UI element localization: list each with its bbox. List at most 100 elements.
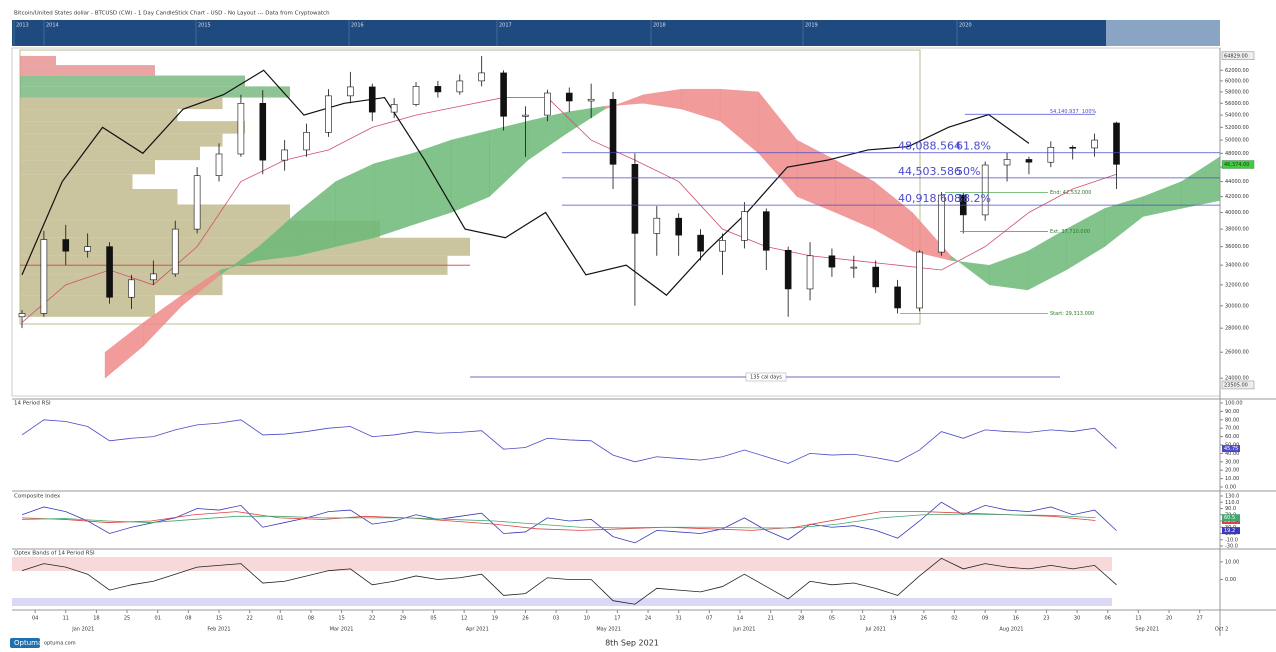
x-day-label: 05 [829, 616, 835, 622]
x-day-label: 03 [553, 616, 559, 622]
y-tick-label: -10.0 [1225, 537, 1238, 543]
last-value-label: 45.75 [1224, 446, 1238, 452]
x-month-label: Mar 2021 [330, 627, 354, 633]
x-day-label: 15 [216, 616, 222, 622]
candle-body [456, 80, 464, 93]
volume-bar [20, 109, 178, 122]
fib-level: 100% [1082, 109, 1097, 115]
optex-lower-band [12, 598, 1112, 606]
volume-bar [20, 204, 290, 221]
x-day-label: 14 [737, 616, 743, 622]
optex-upper-band [12, 557, 1112, 571]
y-tick-label: 70.00 [1225, 426, 1239, 432]
candle-body [325, 95, 332, 133]
y-tick-label: 32000.00 [1225, 282, 1249, 288]
y-tick-label: 80.00 [1225, 417, 1239, 423]
navigator[interactable] [12, 20, 1220, 46]
candle-body [40, 239, 48, 314]
kijun-line [21, 97, 1117, 323]
candle-body [850, 266, 858, 269]
candle-body [1003, 159, 1011, 166]
x-day-label: 10 [584, 616, 590, 622]
price-mark-box [1221, 380, 1255, 390]
y-tick-label: 42000.00 [1225, 194, 1249, 200]
last-value-box [1222, 445, 1240, 453]
candle-body [18, 313, 26, 318]
y-tick-label: 36000.00 [1225, 244, 1249, 250]
projection-label: End: 42,532.000 [1050, 190, 1091, 196]
candle-body [368, 86, 376, 113]
x-month-label: Apr 2021 [466, 627, 489, 633]
x-day-label: 21 [767, 616, 773, 622]
indicator-line [21, 557, 1117, 605]
x-month-label: Feb 2021 [207, 627, 230, 633]
y-tick-label: 40.00 [1225, 451, 1239, 457]
volume-bar [20, 295, 155, 317]
fib-level: 50% [956, 165, 980, 178]
y-tick-label: 24000.00 [1225, 376, 1249, 382]
cloud [1181, 156, 1221, 209]
y-tick-label: 56000.00 [1225, 101, 1249, 107]
candle-body [675, 217, 683, 236]
x-day-label: 01 [277, 616, 283, 622]
x-day-label: 27 [1196, 616, 1202, 622]
y-tick-label: 60000.00 [1225, 78, 1249, 84]
candle-body [84, 246, 91, 252]
x-day-label: 23 [1043, 616, 1049, 622]
navigator-window[interactable] [1106, 20, 1220, 46]
candle-body [150, 273, 157, 281]
candle-body [1113, 122, 1120, 165]
fib-price: 54,140.937 [1050, 109, 1079, 115]
volume-bar [20, 75, 245, 87]
year-label: 2013 [16, 23, 29, 29]
x-day-label: 01 [155, 616, 161, 622]
x-day-label: 09 [982, 616, 988, 622]
candle-body [762, 211, 770, 251]
volume-bar [20, 189, 178, 205]
price-mark-box [1221, 51, 1255, 61]
candle-body [522, 114, 529, 117]
indicator-line [21, 419, 1117, 464]
last-value-label: 60.5 [1224, 515, 1235, 521]
candle-body [697, 234, 704, 252]
candle-body [872, 266, 880, 288]
x-day-label: 13 [1135, 616, 1141, 622]
site: optuma.com [44, 641, 76, 647]
x-day-label: 17 [614, 616, 620, 622]
x-day-label: 08 [308, 616, 314, 622]
x-day-label: 22 [246, 616, 252, 622]
candle-body [237, 103, 245, 155]
candle-body [938, 194, 945, 253]
y-tick-label: 0.00 [1225, 577, 1236, 583]
y-tick-label: 130.0 [1225, 494, 1239, 500]
price-mark-box [1221, 160, 1255, 169]
x-day-label: 19 [890, 616, 896, 622]
candle-body [478, 72, 485, 82]
candle-body [806, 255, 814, 290]
volume-bar [20, 86, 290, 98]
candle-body [303, 132, 310, 151]
chikou-line [21, 69, 1030, 296]
x-day-label: 29 [400, 616, 406, 622]
x-day-label: 20 [1166, 616, 1172, 622]
x-day-label: 04 [32, 616, 38, 622]
volume-bar [20, 97, 223, 110]
x-day-label: 16 [1013, 616, 1019, 622]
fib-level: 61.8% [956, 140, 991, 153]
fib-level: 38.2% [956, 192, 991, 205]
y-tick-label: 52000.00 [1225, 125, 1249, 131]
x-day-label: 05 [430, 616, 436, 622]
y-tick-label: 48000.00 [1225, 151, 1249, 157]
year-label: 2016 [351, 23, 364, 29]
candle-body [128, 279, 135, 298]
last-value-box [1222, 527, 1240, 535]
candle-body [434, 86, 442, 93]
y-tick-label: 58000.00 [1225, 89, 1249, 95]
candle-body [1025, 159, 1033, 163]
y-tick-label: 26000.00 [1225, 350, 1249, 356]
logo [10, 638, 40, 648]
y-tick-label: 0.00 [1225, 485, 1236, 491]
x-day-label: 11 [63, 616, 69, 622]
x-day-label: 08 [185, 616, 191, 622]
year-label: 2014 [46, 23, 59, 29]
